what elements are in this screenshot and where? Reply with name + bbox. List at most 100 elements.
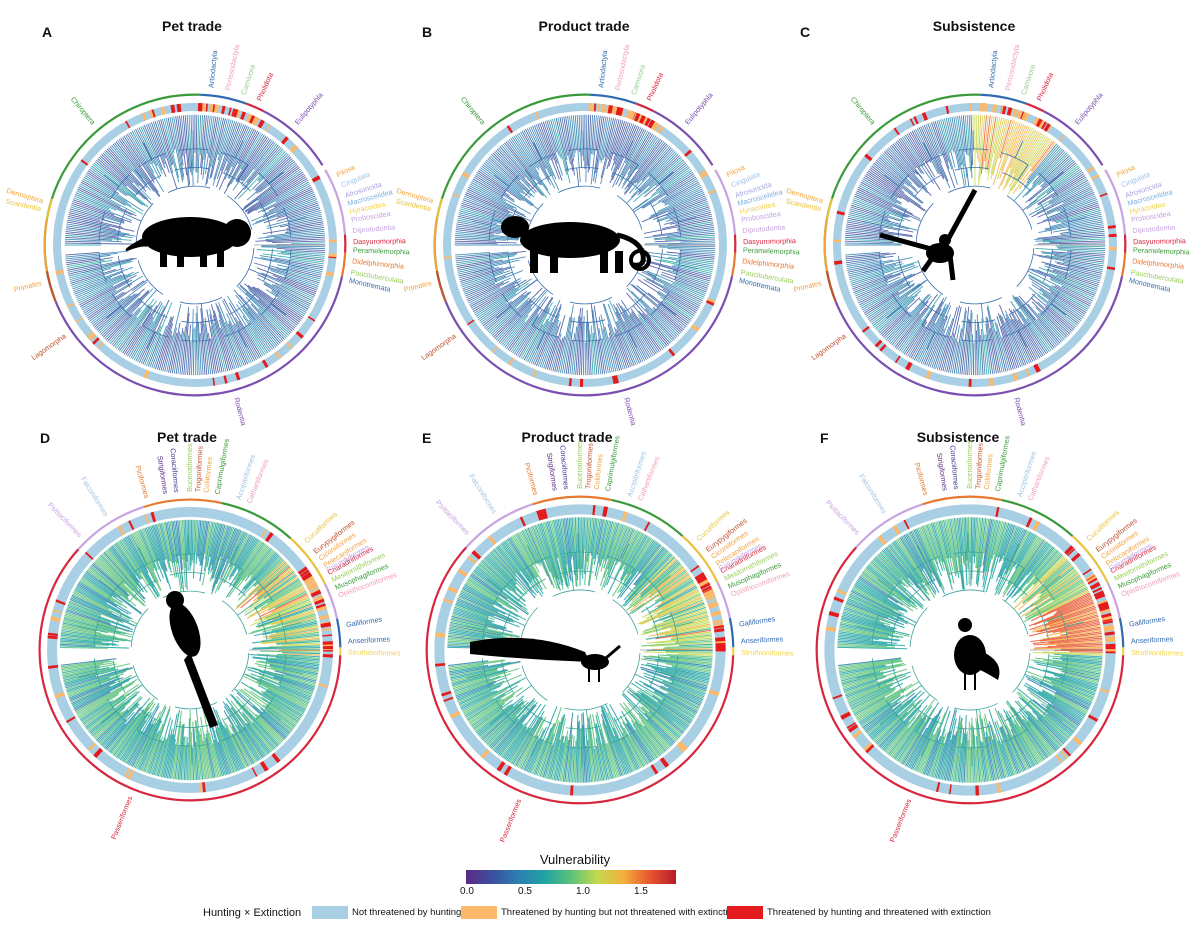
tree-tip-branch xyxy=(61,626,117,638)
tree-tip-branch xyxy=(960,115,966,153)
tree-tip-branch xyxy=(839,662,905,677)
tree-tip-branch xyxy=(92,295,131,327)
tree-tip-branch xyxy=(657,585,697,608)
tree-internal-branch xyxy=(466,673,485,679)
order-label: Bucerotiformes xyxy=(185,443,194,492)
tree-tip-branch xyxy=(67,219,116,231)
tree-tip-branch xyxy=(265,690,306,712)
tree-tip-branch xyxy=(672,210,711,222)
tree-tip-branch xyxy=(474,709,503,731)
tree-tip-branch xyxy=(859,702,892,725)
tree-tip-branch xyxy=(1033,609,1097,631)
tree-tip-branch xyxy=(895,294,938,350)
tree-tip-branch xyxy=(1014,533,1036,569)
tree-tip-branch xyxy=(905,727,928,767)
tree-tip-branch xyxy=(934,742,945,779)
tree-tip-branch xyxy=(642,313,670,345)
tree-tip-branch xyxy=(474,704,510,733)
tree-tip-branch xyxy=(648,156,682,187)
tree-tip-branch xyxy=(212,525,231,579)
tree-tip-branch xyxy=(456,600,494,617)
tree-tip-branch xyxy=(1052,661,1102,670)
tree-internal-arc xyxy=(1059,611,1069,642)
tree-tip-branch xyxy=(218,314,238,369)
tree-tip-branch xyxy=(999,122,1021,179)
tree-tip-branch xyxy=(619,724,643,768)
tree-tip-branch xyxy=(669,656,713,661)
tree-tip-branch xyxy=(145,124,160,158)
tree-tip-branch xyxy=(501,542,532,583)
tree-tip-branch xyxy=(470,281,517,307)
tree-tip-branch xyxy=(651,677,704,699)
ring-threat-mark xyxy=(124,767,131,778)
tree-tip-branch xyxy=(204,317,214,375)
order-label: Psittaciformes xyxy=(824,498,862,537)
tree-tip-branch xyxy=(269,664,319,675)
tree-tip-branch xyxy=(163,713,178,778)
tree-tip-branch xyxy=(256,267,318,291)
tree-tip-branch xyxy=(643,615,709,634)
tree-tip-branch xyxy=(504,321,526,348)
tree-tip-branch xyxy=(882,152,908,178)
tree-tip-branch xyxy=(224,322,243,367)
tree-tip-branch xyxy=(82,576,113,598)
tree-tip-branch xyxy=(638,680,699,712)
tree-internal-arc xyxy=(1039,202,1053,235)
order-label: Eulipotyphla xyxy=(683,91,715,127)
tree-tip-branch xyxy=(539,313,560,368)
tree-internal-branch xyxy=(262,615,281,624)
tree-tip-branch xyxy=(257,274,313,302)
tree-tip-branch xyxy=(460,206,507,222)
tree-tip-branch xyxy=(866,295,900,319)
tree-tip-branch xyxy=(837,640,906,647)
ring-threat-mark xyxy=(1012,372,1019,382)
panel-f: F Subsistence Passeriformes Psittaciforme… xyxy=(780,420,1184,843)
tree-internal-branch xyxy=(855,625,875,631)
tree-tip-branch xyxy=(179,326,186,375)
tree-tip-branch xyxy=(873,557,902,585)
ring-threat-mark xyxy=(261,359,269,368)
tree-tip-branch xyxy=(648,681,701,706)
tree-tip-branch xyxy=(843,609,891,626)
tree-tip-branch xyxy=(995,330,1007,372)
tree-tip-branch xyxy=(1012,540,1046,589)
tree-tip-branch xyxy=(964,517,968,561)
tree-tip-branch xyxy=(476,282,529,319)
tree-tip-branch xyxy=(133,711,162,768)
tree-tip-branch xyxy=(1049,611,1098,627)
tree-tip-branch xyxy=(453,678,491,691)
tree-tip-branch xyxy=(72,266,134,290)
tree-tip-branch xyxy=(73,197,133,221)
tree-tip-branch xyxy=(1036,184,1091,214)
tree-tip-branch xyxy=(839,626,899,639)
tree-tip-branch xyxy=(73,277,112,293)
tree-tip-branch xyxy=(581,517,584,569)
tree-tip-branch xyxy=(448,660,489,667)
tree-tip-branch xyxy=(213,739,225,776)
tree-tip-branch xyxy=(933,334,946,369)
tree-tip-branch xyxy=(182,115,191,186)
tree-internal-branch xyxy=(1018,711,1032,727)
tree-tip-branch xyxy=(860,694,905,726)
tree-tip-branch xyxy=(210,528,238,595)
tree-tip-branch xyxy=(231,127,252,168)
order-arcs xyxy=(38,498,342,802)
tree-tip-branch xyxy=(527,739,543,773)
tree-tip-branch xyxy=(1038,155,1070,186)
tree-tip-branch xyxy=(957,115,965,167)
tree-tip-branch xyxy=(457,680,505,701)
tree-tip-branch xyxy=(637,155,680,196)
tree-tip-branch xyxy=(481,559,517,592)
tree-tip-branch xyxy=(600,521,615,572)
tree-internal-arc xyxy=(259,202,273,235)
tree-internal-branch xyxy=(132,279,148,292)
tree-internal-arc xyxy=(959,297,1003,305)
tree-tip-branch xyxy=(70,674,133,703)
tree-tip-branch xyxy=(838,657,902,667)
tree-tip-branch xyxy=(230,700,273,752)
tree-tip-branch xyxy=(553,118,571,184)
tree-tip-branch xyxy=(233,289,281,344)
hunting-extinction-ring xyxy=(443,103,727,387)
tree-internal-arc xyxy=(133,558,161,573)
tree-tip-branch xyxy=(270,625,319,636)
